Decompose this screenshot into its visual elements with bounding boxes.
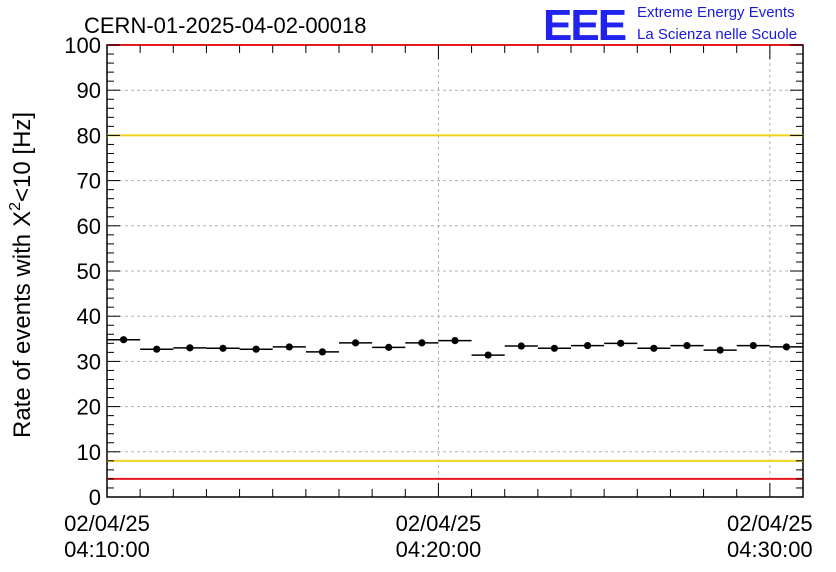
y-axis-title-main: Rate of events with: [9, 234, 36, 438]
data-point: [186, 344, 194, 352]
y-axis-title-suffix: <10 [Hz]: [9, 112, 36, 202]
data-point: [119, 336, 128, 344]
x-tick-label-time: 04:10:00: [64, 537, 150, 562]
data-point: [385, 343, 393, 351]
data-point: [749, 341, 757, 350]
data-point: [285, 343, 293, 351]
data-point: [550, 344, 559, 352]
eee-logo: EEE Extreme Energy Events La Scienza nel…: [543, 1, 797, 50]
data-point: [716, 346, 724, 354]
data-point: [318, 348, 327, 356]
y-tick-label: 80: [77, 123, 101, 148]
x-tick-label-time: 04:30:00: [727, 537, 813, 562]
data-point: [153, 345, 161, 353]
data-point: [617, 339, 625, 347]
y-tick-label: 90: [77, 78, 101, 103]
data-point: [418, 339, 426, 347]
data-point: [252, 345, 260, 353]
logo-letters: EEE: [543, 1, 626, 50]
y-tick-label: 30: [77, 349, 101, 374]
data-point: [484, 351, 492, 359]
x-tick-label-date: 02/04/25: [727, 511, 813, 536]
data-point: [351, 339, 360, 347]
x-tick-label-date: 02/04/25: [64, 511, 150, 536]
y-tick-label: 70: [77, 169, 101, 194]
data-point: [517, 342, 525, 350]
data-point: [219, 344, 227, 352]
x-tick-label-date: 02/04/25: [396, 511, 482, 536]
y-axis-title: Rate of events with X2<10 [Hz]: [7, 112, 36, 438]
y-tick-label: 20: [77, 395, 101, 420]
y-tick-label: 10: [77, 440, 101, 465]
data-point: [683, 341, 691, 350]
logo-line-2: La Scienza nelle Scuole: [637, 26, 797, 43]
y-axis-title-symbol: X: [9, 211, 36, 227]
y-tick-label: 0: [89, 485, 101, 510]
data-point: [650, 344, 658, 352]
y-tick-label: 100: [64, 33, 101, 58]
y-tick-label: 50: [77, 259, 101, 284]
y-tick-label: 60: [77, 214, 101, 239]
data-point: [583, 341, 592, 350]
chart-title: CERN-01-2025-04-02-00018: [84, 13, 367, 38]
y-tick-label: 40: [77, 304, 101, 329]
data-point: [782, 343, 791, 351]
logo-line-1: Extreme Energy Events: [637, 4, 795, 21]
y-axis-title-superscript: 2: [7, 202, 24, 211]
data-point: [451, 337, 459, 345]
x-tick-label-time: 04:20:00: [396, 537, 482, 562]
plot-area: 010203040506070809010002/04/2504:10:0002…: [64, 33, 812, 562]
